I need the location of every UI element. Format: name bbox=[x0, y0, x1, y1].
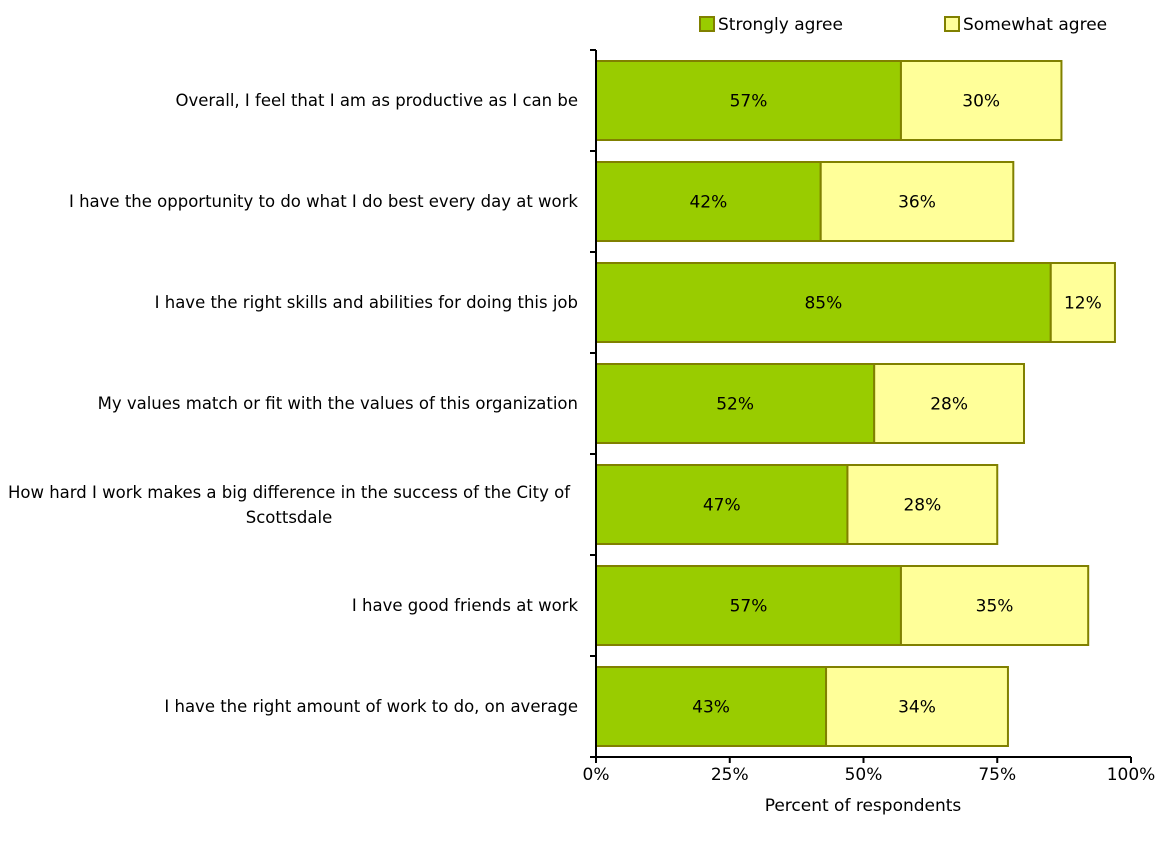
x-tick-label: 25% bbox=[711, 765, 749, 785]
legend-swatch bbox=[699, 16, 715, 32]
category-label: My values match or fit with the values o… bbox=[0, 353, 578, 454]
x-tick-label: 75% bbox=[978, 765, 1016, 785]
category-text: How hard I work makes a big difference i… bbox=[7, 482, 570, 527]
x-tick-label: 0% bbox=[583, 765, 610, 785]
legend-label: Strongly agree bbox=[718, 15, 843, 35]
category-label: I have good friends at work bbox=[0, 555, 578, 656]
bar-segment bbox=[819, 161, 1015, 242]
bar-segment bbox=[825, 666, 1009, 747]
value-label: 28% bbox=[903, 496, 941, 516]
bar-segment bbox=[846, 464, 999, 545]
bar-segment bbox=[595, 464, 849, 545]
x-tick-label: 100% bbox=[1107, 765, 1156, 785]
bar-segment bbox=[595, 161, 822, 242]
category-label: I have the opportunity to do what I do b… bbox=[0, 151, 578, 252]
value-label: 30% bbox=[962, 92, 1000, 112]
legend-label: Somewhat agree bbox=[963, 15, 1107, 35]
value-label: 36% bbox=[898, 193, 936, 213]
legend-swatch bbox=[944, 16, 960, 32]
value-label: 28% bbox=[930, 395, 968, 415]
value-label: 12% bbox=[1064, 294, 1102, 314]
category-text: I have the right skills and abilities fo… bbox=[154, 293, 578, 312]
category-label: Overall, I feel that I am as productive … bbox=[0, 50, 578, 151]
category-label: I have the right amount of work to do, o… bbox=[0, 656, 578, 757]
category-text: My values match or fit with the values o… bbox=[97, 394, 578, 413]
value-label: 85% bbox=[804, 294, 842, 314]
x-axis-title: Percent of respondents bbox=[765, 796, 962, 816]
value-label: 47% bbox=[703, 496, 741, 516]
bar-segment bbox=[1049, 262, 1116, 343]
value-label: 42% bbox=[689, 193, 727, 213]
category-text: I have the right amount of work to do, o… bbox=[164, 697, 578, 716]
category-text: I have good friends at work bbox=[351, 596, 578, 615]
x-tick-label: 50% bbox=[845, 765, 883, 785]
bar-segment bbox=[899, 60, 1063, 141]
value-label: 57% bbox=[730, 92, 768, 112]
value-label: 35% bbox=[976, 597, 1014, 617]
category-label: I have the right skills and abilities fo… bbox=[0, 252, 578, 353]
category-label: How hard I work makes a big difference i… bbox=[0, 454, 578, 555]
category-text: I have the opportunity to do what I do b… bbox=[68, 192, 578, 211]
category-text: Overall, I feel that I am as productive … bbox=[175, 91, 578, 110]
value-label: 43% bbox=[692, 698, 730, 718]
bar-segment bbox=[873, 363, 1026, 444]
value-label: 34% bbox=[898, 698, 936, 718]
value-label: 52% bbox=[716, 395, 754, 415]
bar-segment bbox=[899, 565, 1090, 646]
value-label: 57% bbox=[730, 597, 768, 617]
